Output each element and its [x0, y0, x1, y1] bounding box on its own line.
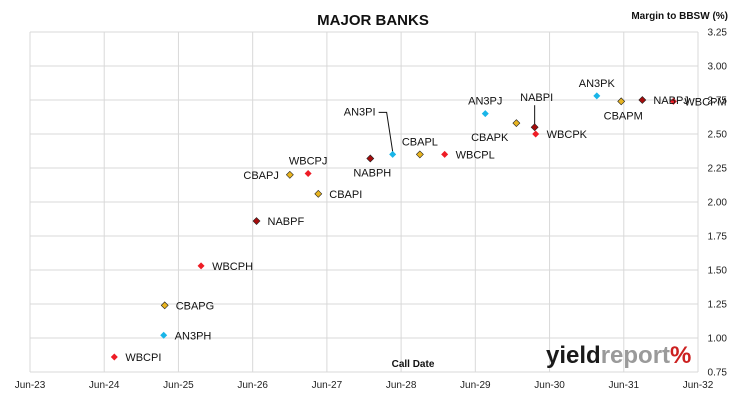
data-point-marker	[593, 92, 601, 100]
data-point-marker	[160, 331, 168, 339]
data-point-marker	[441, 150, 449, 158]
y-tick-label: 2.00	[708, 198, 728, 209]
data-point-marker	[481, 110, 489, 118]
data-point-marker	[197, 262, 205, 270]
data-point-marker	[314, 189, 323, 198]
data-point-label: CBAPL	[402, 136, 438, 148]
callout-line	[378, 111, 394, 152]
data-point-marker	[304, 169, 312, 177]
data-point-label: NABPH	[353, 167, 391, 179]
logo-text-light: report	[600, 342, 671, 369]
y-axis-label: Margin to BBSW (%)	[631, 11, 728, 22]
callout-lines	[378, 105, 536, 152]
data-point-marker	[110, 353, 118, 361]
x-tick-label: Jun-29	[460, 380, 491, 391]
data-point-marker	[389, 150, 397, 158]
x-tick-label: Jun-28	[386, 380, 417, 391]
data-point-label: WBCPI	[125, 352, 161, 364]
y-axis-ticks: 0.75 1.00 1.25 1.50 1.75 2.00 2.25 2.50 2.75 3.00…	[708, 28, 728, 379]
data-point-label: WBCPJ	[289, 155, 328, 167]
data-point-marker	[252, 217, 261, 225]
data-point-label: WBCPK	[547, 129, 588, 141]
data-point-marker	[512, 119, 521, 128]
data-point-marker	[530, 123, 539, 132]
y-tick-label: 1.00	[708, 334, 728, 345]
data-point-label: NABPJ	[653, 95, 688, 107]
data-point-marker	[617, 97, 626, 106]
data-point-label: CBAPM	[604, 110, 643, 122]
data-point-marker	[366, 154, 375, 163]
y-tick-label: 3.25	[708, 28, 728, 39]
data-point-label: CBAPG	[176, 300, 215, 312]
data-point-label: AN3PK	[579, 78, 616, 90]
data-point-label: CBAPJ	[243, 170, 278, 182]
x-tick-label: Jun-25	[163, 380, 194, 391]
data-point-marker	[638, 96, 647, 104]
chart-gridlines	[29, 31, 699, 373]
y-tick-label: 1.25	[708, 300, 728, 311]
y-tick-label: 1.75	[708, 232, 728, 243]
data-point-label: WBCPH	[212, 261, 253, 273]
x-tick-label: Jun-31	[608, 380, 639, 391]
yieldreport-logo: yieldreport%	[546, 344, 691, 368]
x-tick-label: Jun-32	[683, 380, 714, 391]
data-point-marker	[160, 301, 169, 310]
data-labels: WBCPI AN3PH CBAPG WBCPH NABPF CBAPJ WBCPJ CBAPI…	[125, 78, 726, 364]
data-point-label: WBCPM	[684, 96, 726, 108]
y-tick-label: 0.75	[708, 368, 728, 379]
y-tick-label: 2.25	[708, 164, 728, 175]
x-tick-label: Jun-26	[237, 380, 268, 391]
data-point-marker	[415, 150, 424, 159]
data-point-label: AN3PH	[175, 330, 212, 342]
data-points	[110, 92, 677, 361]
y-tick-label: 2.50	[708, 130, 728, 141]
data-point-label: NABPI	[520, 92, 553, 104]
x-tick-label: Jun-30	[534, 380, 565, 391]
y-tick-label: 3.00	[708, 62, 728, 73]
x-axis-ticks: Jun-23 Jun-24 Jun-25 Jun-26 Jun-27 Jun-28 Jun-…	[15, 380, 714, 391]
data-point-label: CBAPK	[471, 132, 509, 144]
data-point-label: WBCPL	[456, 149, 495, 161]
data-point-marker	[532, 130, 540, 138]
logo-text-dark: yield	[546, 342, 601, 369]
data-point-label: AN3PI	[344, 106, 376, 118]
y-tick-label: 2.75	[708, 96, 728, 107]
x-tick-label: Jun-24	[89, 380, 120, 391]
data-point-marker	[285, 170, 294, 179]
x-tick-label: Jun-27	[312, 380, 343, 391]
data-point-label: NABPF	[268, 216, 305, 228]
data-point-label: AN3PJ	[468, 96, 502, 108]
x-axis-label: Call Date	[392, 359, 435, 370]
x-tick-label: Jun-23	[15, 380, 46, 391]
y-tick-label: 1.50	[708, 266, 728, 277]
data-point-marker	[669, 97, 677, 105]
chart-title: MAJOR BANKS	[317, 12, 429, 29]
logo-percent-mark: %	[670, 342, 692, 369]
data-point-label: CBAPI	[329, 189, 362, 201]
